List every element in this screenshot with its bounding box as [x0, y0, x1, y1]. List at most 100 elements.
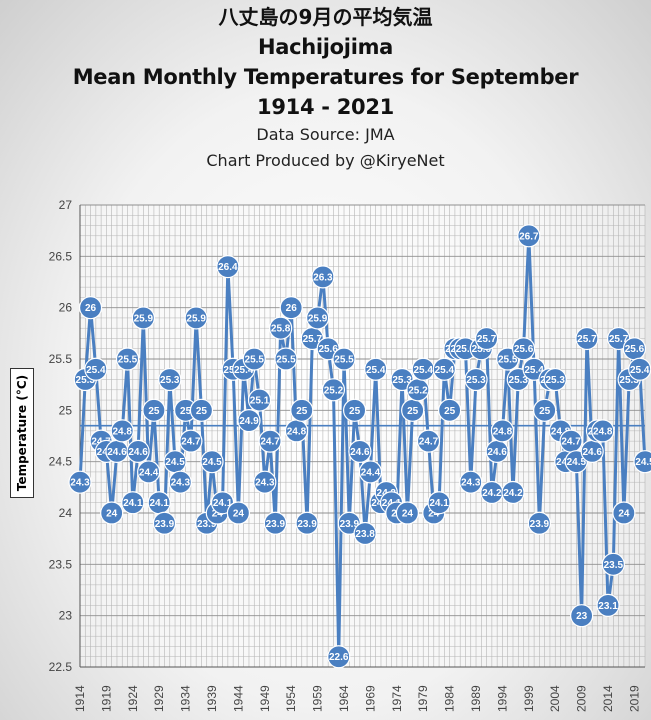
data-point: 25 [401, 398, 425, 422]
data-point: 25.3 [158, 367, 182, 392]
data-marker [633, 450, 651, 474]
x-tick-label: 1944 [231, 685, 245, 712]
chart-titles: 八丈島の9月の平均気温 Hachijojima Mean Monthly Tem… [0, 2, 651, 174]
data-label: 24.8 [551, 426, 571, 437]
data-label: 25.6 [456, 344, 476, 355]
data-point: 24.7 [258, 429, 282, 453]
data-label: 24.6 [107, 447, 127, 458]
japanese-title: 八丈島の9月の平均気温 [218, 5, 433, 29]
data-label: 26 [85, 303, 97, 314]
x-tick-label: 2009 [575, 685, 589, 712]
data-point: 25.1 [247, 388, 272, 412]
data-label: 25.3 [545, 375, 565, 386]
data-point: 24 [395, 501, 419, 525]
data-marker [274, 347, 298, 371]
x-tick-label: 1924 [126, 685, 140, 712]
data-point: 23.9 [263, 511, 287, 535]
data-label: 25.7 [609, 334, 629, 345]
data-point: 25 [438, 398, 462, 422]
data-label: 24.6 [350, 447, 370, 458]
data-label: 25.6 [514, 344, 534, 355]
data-marker [253, 470, 277, 494]
data-label: 23.1 [598, 601, 618, 612]
data-marker [511, 337, 536, 361]
data-label: 25.5 [498, 355, 518, 366]
data-marker [490, 419, 515, 443]
y-tick-label: 24.5 [49, 455, 73, 469]
data-label: 24 [233, 509, 245, 520]
data-marker [575, 326, 599, 351]
data-point: 23.9 [295, 511, 319, 535]
data-point: 25.9 [184, 306, 208, 330]
x-tick-label: 1979 [416, 685, 430, 712]
data-point: 24.7 [559, 429, 583, 453]
x-tick-label: 2019 [627, 685, 641, 712]
data-marker [596, 593, 620, 618]
data-label: 25 [407, 406, 419, 417]
data-point: 25.3 [464, 367, 488, 392]
data-point: 26 [78, 296, 103, 320]
data-marker [527, 511, 551, 535]
data-point: 25.8 [269, 316, 293, 340]
data-label: 24.4 [361, 467, 381, 478]
data-marker [427, 491, 451, 515]
data-label: 24.4 [139, 467, 159, 478]
data-point: 26.4 [216, 255, 240, 279]
data-label: 24.7 [181, 437, 201, 448]
data-label: 25.4 [86, 365, 106, 376]
data-point: 24.4 [137, 460, 161, 484]
data-point: 24.3 [253, 470, 277, 494]
x-tick-label: 1959 [311, 685, 325, 712]
data-point: 25 [189, 398, 214, 422]
data-point: 25.5 [115, 347, 140, 371]
data-label: 25.6 [472, 344, 492, 355]
data-label: 24.5 [635, 457, 651, 468]
data-point: 25.4 [84, 357, 108, 381]
data-marker [533, 398, 557, 422]
data-point: 25.5 [332, 347, 356, 371]
y-tick-label: 24 [59, 506, 73, 520]
data-marker [68, 470, 92, 494]
chart-credit: Chart Produced by @KiryeNet [206, 151, 445, 170]
data-marker [570, 604, 594, 628]
data-point: 25.6 [622, 337, 647, 361]
data-point: 25.5 [274, 347, 298, 371]
data-label: 23.8 [355, 529, 375, 540]
data-marker [311, 265, 335, 289]
data-label: 25.5 [276, 355, 296, 366]
data-marker [438, 398, 462, 422]
data-marker [200, 450, 224, 474]
data-label: 24.1 [429, 498, 449, 509]
data-label: 24.2 [482, 488, 502, 499]
data-marker [152, 511, 177, 535]
data-label: 24.2 [503, 488, 523, 499]
data-point: 25.4 [411, 357, 435, 381]
data-marker [543, 367, 567, 392]
data-label: 25.7 [577, 334, 597, 345]
data-point: 24.3 [168, 470, 192, 494]
data-marker [237, 409, 261, 433]
data-marker [348, 439, 372, 463]
data-point: 25.2 [406, 378, 430, 402]
data-label: 25 [444, 406, 456, 417]
data-marker [158, 367, 182, 392]
data-label: 25.8 [271, 324, 291, 335]
data-marker [131, 306, 155, 330]
data-marker [353, 521, 377, 546]
data-marker [279, 296, 303, 320]
data-label: 24.6 [582, 447, 602, 458]
data-label: 24.8 [593, 426, 613, 437]
x-tick-label: 1974 [390, 685, 404, 712]
x-tick-label: 1929 [152, 685, 166, 712]
data-point: 23 [570, 604, 594, 628]
data-marker [306, 306, 330, 330]
x-tick-label: 1989 [469, 685, 483, 712]
data-marker [189, 398, 214, 422]
data-label: 22.6 [329, 652, 349, 663]
data-label: 25.3 [619, 375, 639, 386]
data-marker [327, 645, 351, 669]
y-tick-label: 25 [59, 403, 73, 417]
data-marker [247, 388, 272, 412]
main-title: Mean Monthly Temperatures for September [72, 65, 579, 89]
y-axis-label-box: Temperature (°C) [10, 368, 34, 498]
